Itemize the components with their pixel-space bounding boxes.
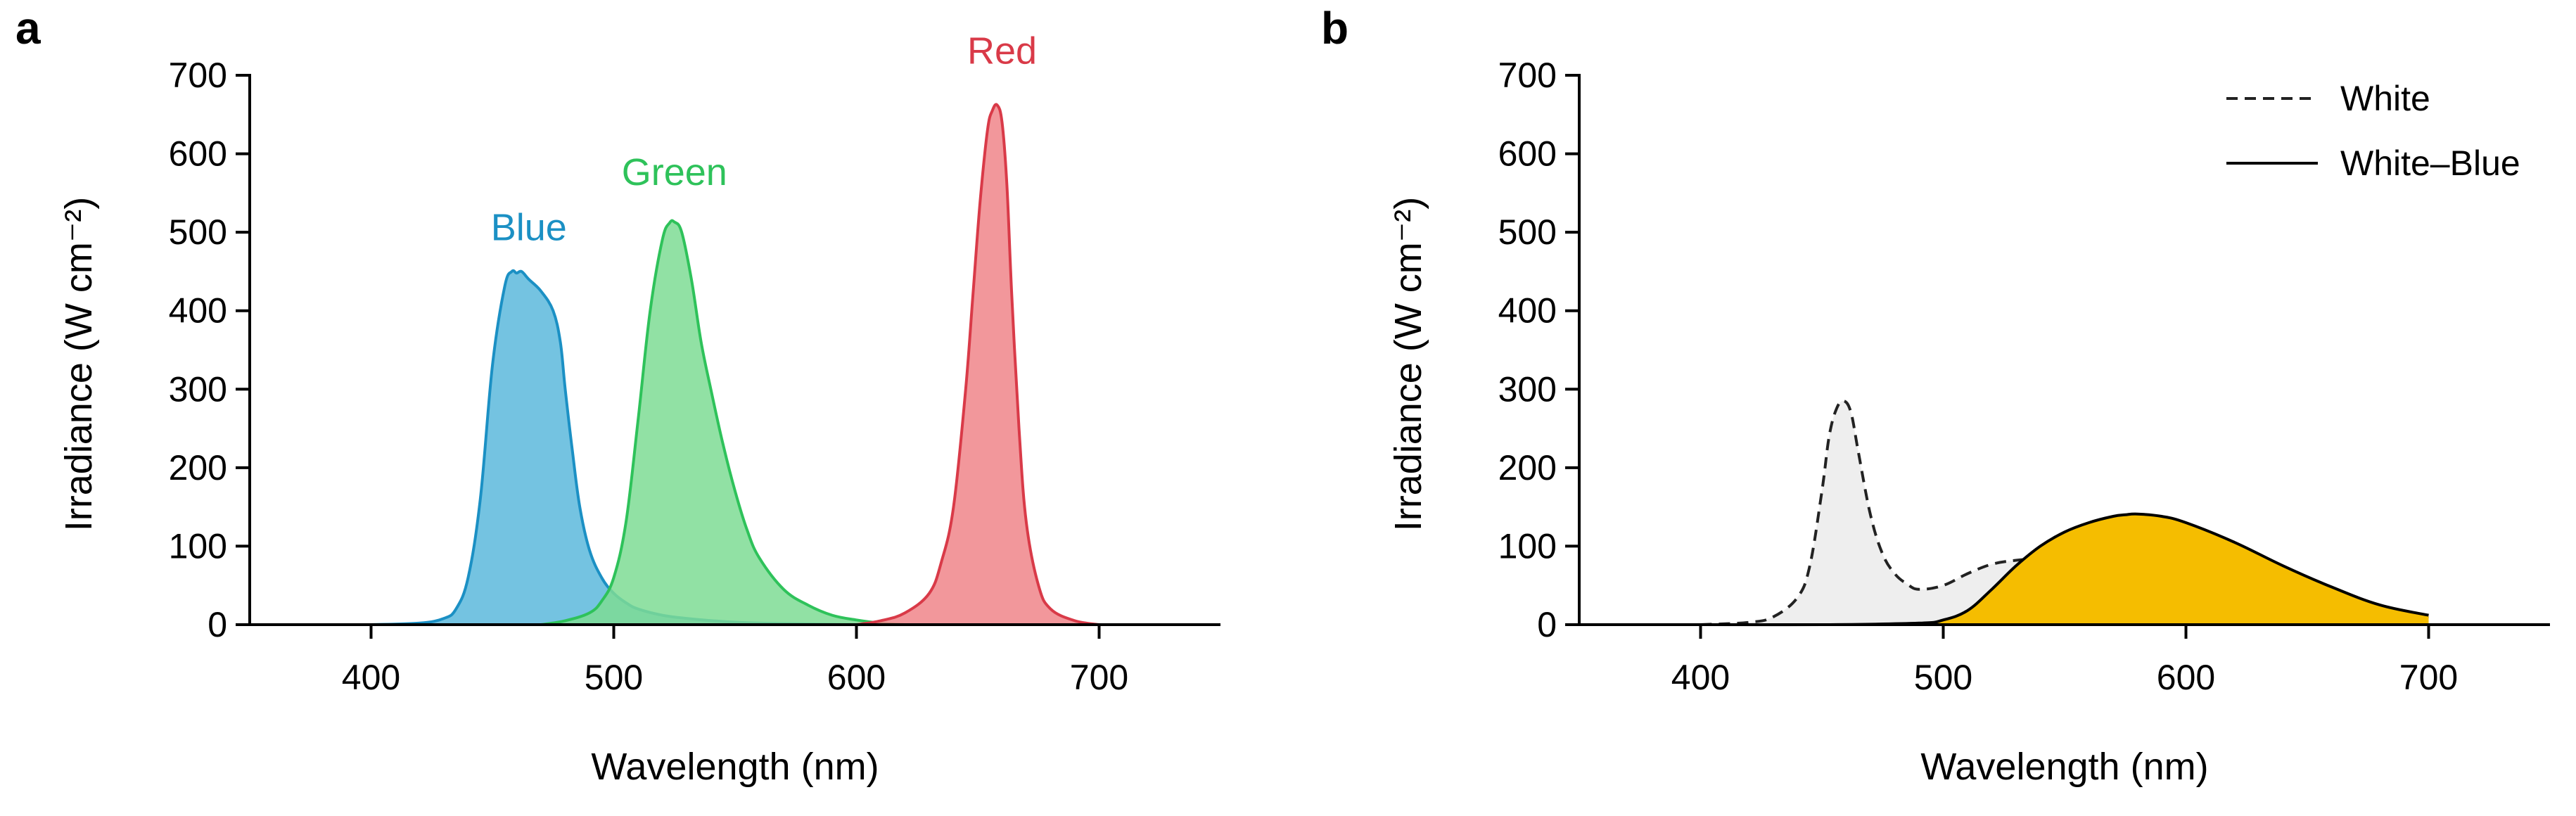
- panel-b-y-tick-label-0: 0: [1537, 605, 1557, 644]
- panel-b-y-tick-label-200: 200: [1498, 448, 1557, 487]
- panel-a-blue-label: Blue: [491, 206, 567, 248]
- panel-b-white-blue-area: [1700, 514, 2429, 625]
- panel-a-red-label: Red: [967, 30, 1037, 72]
- panel-a-y-tick-label-0: 0: [208, 605, 227, 644]
- panel-letter-b: b: [1321, 3, 1348, 53]
- panel-letter-a: a: [15, 3, 41, 53]
- panel-b-x-axis-title: Wavelength (nm): [1920, 746, 2208, 788]
- panel-b-series-areas: [1700, 399, 2429, 627]
- panel-b-legend-label-white: White: [2340, 79, 2430, 118]
- panel-a-red-area: [856, 104, 1099, 625]
- panel-a-y-tick-label-600: 600: [169, 134, 227, 174]
- panel-a-series-labels: Blue Green Red: [491, 30, 1037, 248]
- panel-b-x-tick-label-600: 600: [2157, 658, 2215, 697]
- panel-a-y-tick-label-300: 300: [169, 369, 227, 409]
- panel-b-y-axis-title: Irradiance (W cm⁻²): [1387, 197, 1429, 532]
- panel-a-x-tick-label-600: 600: [827, 658, 886, 697]
- panel-b-x-tick-label-500: 500: [1914, 658, 1972, 697]
- panel-b-y-tick-label-600: 600: [1498, 134, 1557, 174]
- panel-a-blue-area: [371, 270, 857, 625]
- panel-a-y-tick-label-100: 100: [169, 526, 227, 566]
- panel-b-y-tick-label-400: 400: [1498, 291, 1557, 331]
- panel-a: 0 100 200 300 400 500 600 700 400 500 600 700 Wavele…: [58, 30, 1220, 788]
- panel-a-green-label: Green: [622, 151, 727, 193]
- panel-b-y-tick-label-100: 100: [1498, 526, 1557, 566]
- panel-a-x-tick-label-700: 700: [1070, 658, 1128, 697]
- panel-a-y-tick-label-500: 500: [169, 212, 227, 252]
- panel-b-white-blue-line: [1700, 512, 2429, 627]
- panel-b-x-tick-label-400: 400: [1671, 658, 1730, 697]
- panel-b: 0 100 200 300 400 500 600 700 400 500 600 700 Wavele…: [1387, 56, 2550, 788]
- panel-a-series-areas: [371, 103, 1099, 626]
- panel-a-x-axis-title: Wavelength (nm): [591, 746, 879, 788]
- panel-a-green-area: [541, 220, 905, 625]
- panel-a-axes: 0 100 200 300 400 500 600 700 400 500 600 700 Wavele…: [58, 56, 1220, 788]
- panel-a-x-tick-label-500: 500: [585, 658, 643, 697]
- panel-a-blue-line: [371, 269, 857, 626]
- panel-b-axes: 0 100 200 300 400 500 600 700 400 500 600 700 Wavele…: [1387, 56, 2550, 788]
- panel-b-y-tick-label-300: 300: [1498, 369, 1557, 409]
- panel-a-y-tick-label-700: 700: [169, 56, 227, 95]
- panel-b-legend: White White–Blue: [2226, 79, 2520, 183]
- panel-a-red-line: [856, 103, 1099, 626]
- panel-b-y-tick-label-500: 500: [1498, 212, 1557, 252]
- panel-b-y-tick-label-700: 700: [1498, 56, 1557, 95]
- panel-b-legend-label-white-blue: White–Blue: [2340, 144, 2520, 183]
- panel-a-x-tick-label-400: 400: [342, 658, 400, 697]
- panel-a-y-tick-label-400: 400: [169, 291, 227, 331]
- panel-a-y-axis-title: Irradiance (W cm⁻²): [58, 197, 100, 532]
- panel-b-white-area: [1700, 400, 2429, 625]
- panel-a-green-line: [540, 219, 905, 626]
- panel-b-x-tick-label-700: 700: [2399, 658, 2458, 697]
- panel-a-y-tick-label-200: 200: [169, 448, 227, 487]
